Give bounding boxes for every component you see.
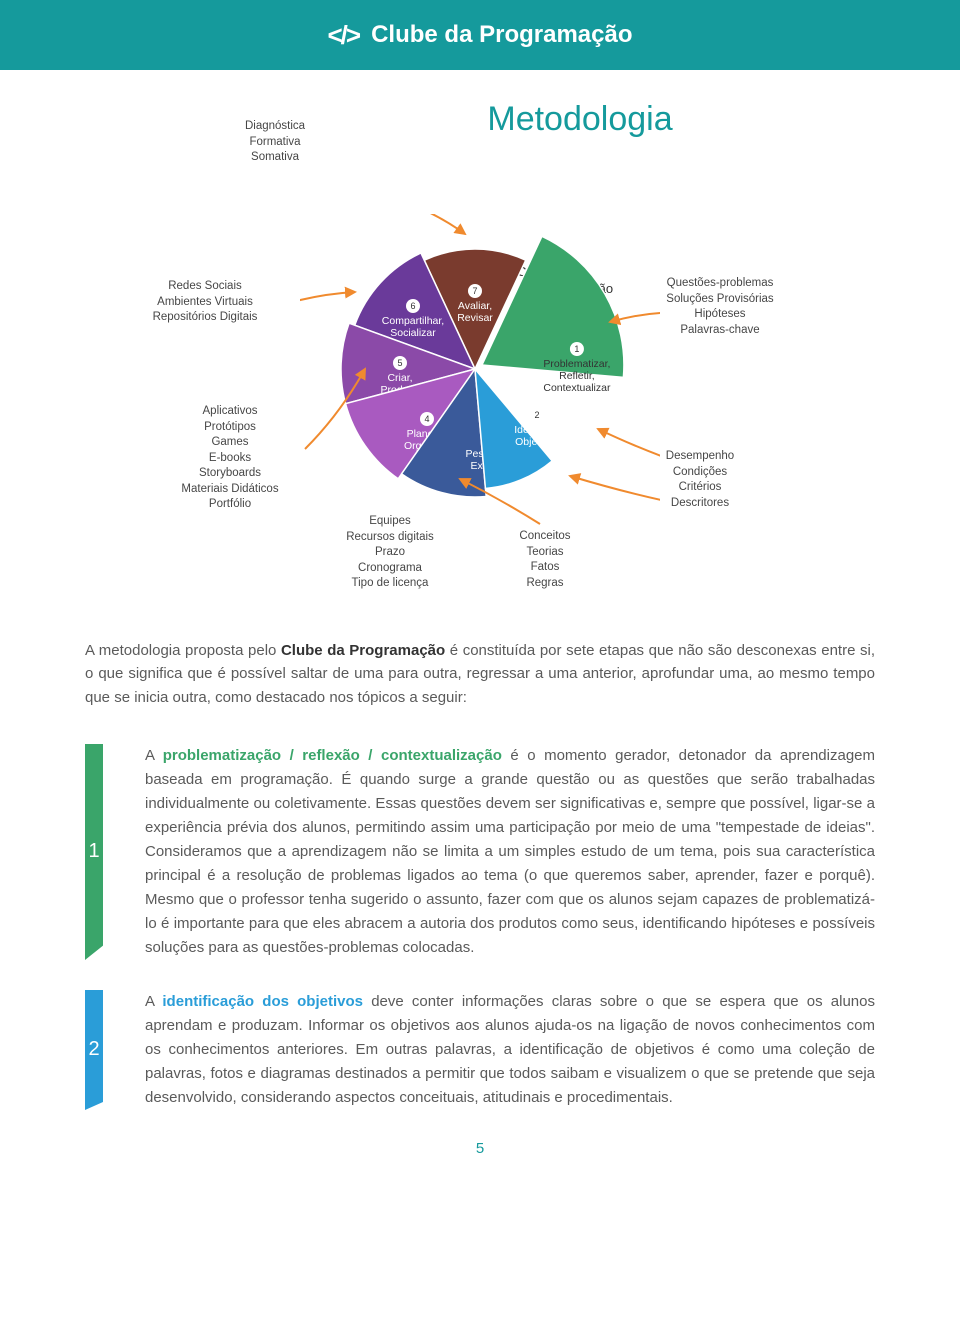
- header-title: Clube da Programação: [371, 21, 632, 49]
- steps-list: 1 A problematização / reflexão / context…: [85, 744, 875, 1110]
- step-text: A problematização / reflexão / contextua…: [145, 744, 875, 960]
- svg-text:Contextualizar: Contextualizar: [543, 382, 611, 394]
- step-text: A identificação dos objetivos deve conte…: [145, 990, 875, 1110]
- svg-text:Revisar: Revisar: [457, 312, 493, 324]
- step-marker: 2: [85, 990, 115, 1110]
- main-title: Metodologia: [285, 100, 875, 139]
- svg-text:Problematizar,: Problematizar,: [543, 358, 610, 370]
- annot-left-upper: Redes SociaisAmbientes VirtuaisRepositór…: [140, 279, 270, 326]
- page-content: Metodologia DiagnósticaFormativaSomativa…: [0, 70, 960, 1197]
- svg-text:Compartilhar,: Compartilhar,: [382, 315, 444, 327]
- annot-bottom-center: ConceitosTeoriasFatosRegras: [495, 529, 595, 591]
- svg-text:4: 4: [424, 414, 429, 424]
- svg-text:Identificar: Identificar: [514, 424, 560, 436]
- annot-top-left: DiagnósticaFormativaSomativa: [215, 119, 335, 166]
- svg-text:7: 7: [472, 286, 477, 296]
- svg-text:Socializar: Socializar: [390, 327, 436, 339]
- pie-chart: 7 Avaliar,Revisar 6 Compartilhar,Socializar…: [300, 214, 660, 534]
- step-block: 1 A problematização / reflexão / context…: [85, 744, 875, 960]
- step-number: 1: [85, 837, 103, 867]
- step-number: 2: [85, 1035, 103, 1065]
- annot-right-upper: Questões-problemasSoluções ProvisóriasHi…: [645, 276, 795, 338]
- svg-text:Refletir,: Refletir,: [559, 370, 595, 382]
- svg-text:5: 5: [397, 358, 402, 368]
- step-block: 2 A identificação dos objetivos deve con…: [85, 990, 875, 1110]
- page-number: 5: [85, 1140, 875, 1157]
- page-header: </> Clube da Programação: [0, 0, 960, 70]
- methodology-diagram: DiagnósticaFormativaSomativa Redes Socia…: [85, 149, 875, 609]
- annot-left-lower: AplicativosProtótiposGamesE-booksStorybo…: [170, 404, 290, 513]
- svg-text:Avaliar,: Avaliar,: [458, 300, 492, 312]
- svg-text:Objetivos: Objetivos: [515, 436, 559, 448]
- intro-paragraph: A metodologia proposta pelo Clube da Pro…: [85, 639, 875, 709]
- svg-text:1: 1: [574, 344, 579, 354]
- svg-text:Criar,: Criar,: [387, 372, 412, 384]
- intro-pre: A metodologia proposta pelo: [85, 642, 281, 659]
- svg-text:6: 6: [410, 301, 415, 311]
- svg-text:2: 2: [534, 410, 539, 420]
- intro-bold: Clube da Programação: [281, 642, 445, 659]
- code-icon: </>: [327, 20, 359, 51]
- step-marker: 1: [85, 744, 115, 960]
